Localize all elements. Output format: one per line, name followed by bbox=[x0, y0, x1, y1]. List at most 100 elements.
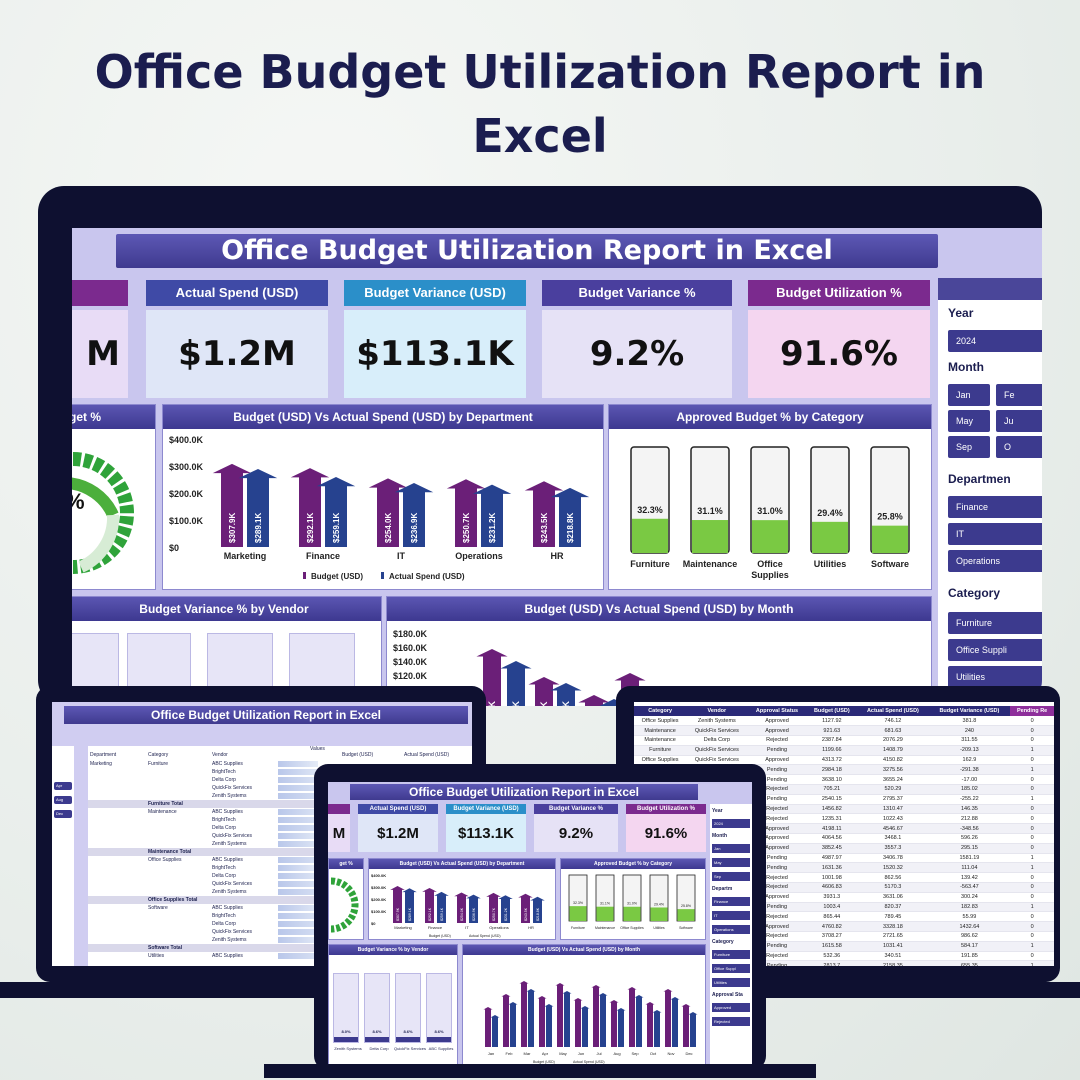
pivot-slicer-apr[interactable]: Apr bbox=[54, 782, 72, 790]
mini-month-bar bbox=[627, 987, 637, 1047]
mini-month-bar bbox=[598, 993, 608, 1047]
pivot-row: BrightTech bbox=[88, 864, 472, 872]
mini-slicer-button[interactable]: Finance bbox=[712, 897, 750, 906]
pivot-databar bbox=[278, 817, 337, 823]
slicer-dept-it[interactable]: IT bbox=[948, 523, 1042, 545]
mini-month-bar bbox=[483, 1007, 493, 1047]
table-cell: Rejected bbox=[747, 804, 807, 815]
mini-slicer-button[interactable]: May bbox=[712, 858, 750, 867]
pivot-header: Actual Spend (USD) bbox=[404, 752, 450, 758]
table-cell: 1 bbox=[1010, 745, 1054, 756]
mini-cat-fill bbox=[569, 906, 587, 921]
mini-dept-x-tick: Marketing bbox=[394, 925, 412, 930]
dept-legend-label: Budget (USD) bbox=[311, 572, 363, 581]
table-header[interactable]: Budget (USD) bbox=[806, 706, 858, 716]
mini-slicer-button[interactable]: Sep bbox=[712, 872, 750, 881]
pivot-cell: Delta Corp bbox=[212, 777, 236, 783]
mini-dashboard-screen: Office Budget Utilization Report in Exce… bbox=[328, 782, 752, 1066]
table-header[interactable]: Actual Spend (USD) bbox=[857, 706, 929, 716]
table-header[interactable]: Pending Re bbox=[1010, 706, 1054, 716]
pivot-row: Zenith Systems bbox=[88, 888, 472, 896]
slicer-month-may[interactable]: May bbox=[948, 410, 990, 432]
table-header[interactable]: Category bbox=[634, 706, 687, 716]
slicer-cat-utilities[interactable]: Utilities bbox=[948, 666, 1042, 688]
mini-slicer-button[interactable]: Office Suppl bbox=[712, 964, 750, 973]
mini-month-x-tick: Nov bbox=[667, 1051, 674, 1056]
slicer-cat-furniture[interactable]: Furniture bbox=[948, 612, 1042, 634]
mini-slicer-button[interactable]: Utilities bbox=[712, 978, 750, 987]
mini-slicer-button[interactable]: IT bbox=[712, 911, 750, 920]
table-row: Maintenance QuickFix Services Approved 921.… bbox=[634, 725, 1054, 737]
donut-value: % bbox=[72, 489, 85, 515]
mini-cat-fill bbox=[677, 909, 695, 921]
cat-value-label: 31.0% bbox=[757, 506, 783, 516]
table-cell: 340.51 bbox=[857, 951, 929, 962]
table-cell: 1 bbox=[1010, 764, 1054, 776]
cat-fill bbox=[812, 521, 848, 553]
slicer-month-feb[interactable]: Fe bbox=[996, 384, 1042, 406]
dept-bar-label: $243.5K bbox=[540, 513, 549, 543]
table-cell: 0 bbox=[1010, 813, 1054, 825]
table-cell: 2795.37 bbox=[857, 794, 929, 805]
mini-dept-x-tick: IT bbox=[465, 925, 469, 930]
slicer-month-jan[interactable]: Jan bbox=[948, 384, 990, 406]
mini-slicer-button[interactable]: Furniture bbox=[712, 950, 750, 959]
mini-slicer-button[interactable]: 2024 bbox=[712, 819, 750, 828]
table-cell: Rejected bbox=[747, 951, 807, 962]
slicer-month-jun[interactable]: Ju bbox=[996, 410, 1042, 432]
mini-slicer-button[interactable]: Rejected bbox=[712, 1017, 750, 1026]
mini-slicer-button[interactable]: Operations bbox=[712, 925, 750, 934]
table-cell: 584.17 bbox=[928, 941, 1011, 952]
mini-kpi-utilization: Budget Utilization % 91.6% bbox=[626, 804, 706, 852]
pivot-cell: ABC Supplies bbox=[212, 809, 243, 815]
pivot-slicer-dec[interactable]: Dec bbox=[54, 810, 72, 818]
table-header[interactable]: Vendor bbox=[686, 706, 748, 716]
pivot-cell: QuickFix Services bbox=[212, 929, 253, 935]
dept-bar bbox=[472, 484, 512, 547]
mini-month-bar bbox=[508, 1002, 518, 1047]
mini-month-bar bbox=[544, 1004, 554, 1047]
mini-panel-month: Budget (USD) Vs Actual Spend (USD) by Mo… bbox=[462, 944, 706, 1066]
mini-cat-label: 31.0% bbox=[627, 902, 637, 906]
dept-bar-chart: $400.0K $300.0K $200.0K $100.0K $0 $307.9K $28… bbox=[169, 435, 590, 581]
table-header[interactable]: Budget Variance (USD) bbox=[928, 706, 1011, 716]
table-cell: 212.88 bbox=[928, 813, 1011, 825]
table-cell: 2076.29 bbox=[857, 735, 929, 746]
table-cell: QuickFix Services bbox=[686, 745, 748, 756]
slicer-dept-operations[interactable]: Operations bbox=[948, 550, 1042, 572]
mini-donut bbox=[330, 877, 359, 933]
table-cell: -209.13 bbox=[928, 745, 1011, 756]
table-cell: 2813.7 bbox=[806, 960, 858, 966]
table-cell: Pending bbox=[747, 862, 807, 874]
slicer-month-sep[interactable]: Sep bbox=[948, 436, 990, 458]
table-cell: 381.8 bbox=[928, 716, 1011, 727]
table-cell: Rejected bbox=[747, 813, 807, 825]
mini-dept-legend: Budget (USD) bbox=[429, 934, 451, 938]
mini-slicer-button[interactable]: Approved bbox=[712, 1003, 750, 1012]
pivot-cell: Furniture Total bbox=[148, 801, 183, 807]
table-cell: Rejected bbox=[747, 784, 807, 795]
kpi-actual-spend: Actual Spend (USD) $1.2M bbox=[146, 280, 328, 398]
pivot-slicer-aug[interactable]: Aug bbox=[54, 796, 72, 804]
slicer-month-oct[interactable]: O bbox=[996, 436, 1042, 458]
dept-y-tick: $400.0K bbox=[169, 435, 204, 445]
pivot-row: Delta Corp bbox=[88, 776, 472, 784]
table-cell: 2721.65 bbox=[857, 931, 929, 942]
panel-budget-pct: get % % bbox=[72, 404, 156, 590]
slicer-dept-finance[interactable]: Finance bbox=[948, 496, 1042, 518]
table-cell: Rejected bbox=[747, 911, 807, 923]
table-cell: Rejected bbox=[747, 882, 807, 893]
mini-dept-bar-label: $289.1K bbox=[408, 907, 412, 921]
table-cell: Rejected bbox=[747, 931, 807, 942]
slicer-year-2024[interactable]: 2024 bbox=[948, 330, 1042, 352]
table-cell: 986.62 bbox=[928, 931, 1011, 942]
slicer-cat-office-supplies[interactable]: Office Suppli bbox=[948, 639, 1042, 661]
dept-bar-label: $259.1K bbox=[332, 513, 341, 543]
table-cell: 1310.47 bbox=[857, 804, 929, 815]
table-header[interactable]: Approval Status bbox=[747, 706, 807, 716]
table-cell: Approved bbox=[747, 843, 807, 854]
table-cell: 3852.45 bbox=[806, 843, 858, 854]
table-cell: 1408.79 bbox=[857, 745, 929, 756]
mini-slicer-button[interactable]: Jan bbox=[712, 844, 750, 853]
dept-bar bbox=[290, 468, 330, 547]
